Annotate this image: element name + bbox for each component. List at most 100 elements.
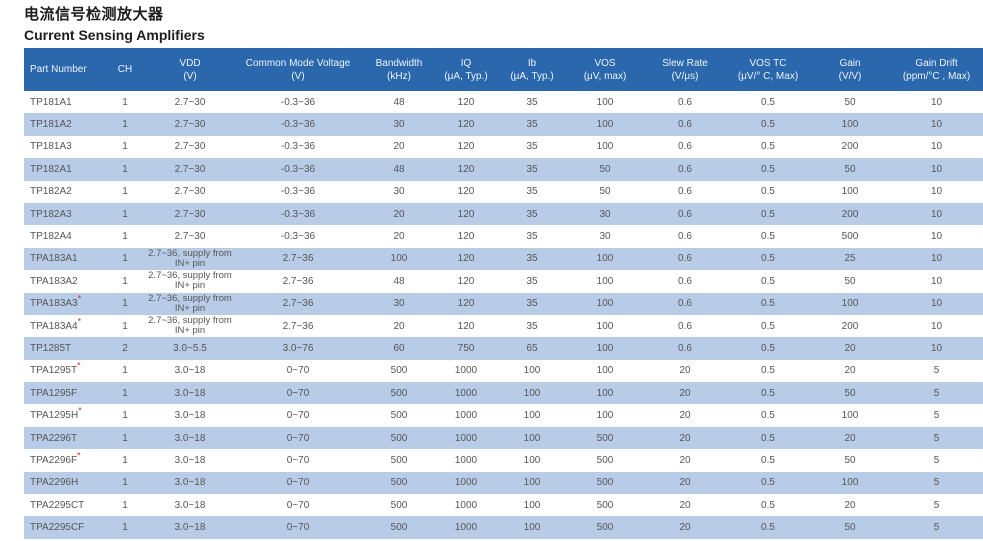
value-cell: 0.5 bbox=[761, 208, 775, 220]
part-number-cell: TPA2296H bbox=[24, 472, 102, 494]
value-cell: 1 bbox=[122, 96, 128, 108]
value-cell: 3.0~18 bbox=[174, 522, 206, 534]
value-cell: 0.6 bbox=[678, 119, 692, 131]
part-number-cell: TPA2296T bbox=[24, 427, 102, 449]
value-cell: -0.3~36 bbox=[280, 186, 316, 198]
value-cell: 100 bbox=[523, 454, 541, 466]
value-cell: 1000 bbox=[454, 410, 478, 422]
column-label: VDD bbox=[179, 57, 201, 69]
part-number-text: TP181A2 bbox=[30, 119, 72, 131]
value-cell: 100 bbox=[596, 365, 614, 377]
value-cell: 3.0~18 bbox=[174, 365, 206, 377]
part-number-cell: TPA183A3* bbox=[24, 293, 102, 315]
value-cell: 100 bbox=[596, 342, 614, 354]
value-cell: 5 bbox=[933, 410, 940, 422]
value-cell: 30 bbox=[393, 186, 405, 198]
table-row: TP1285T 2 3.0~5.5 3.0~76 60 750 65 100 0.6 0.5 20 1… bbox=[24, 337, 983, 360]
value-cell: 500 bbox=[596, 454, 614, 466]
value-cell: 20 bbox=[844, 365, 856, 377]
value-cell: 50 bbox=[599, 163, 611, 175]
value-cell: 1000 bbox=[454, 387, 478, 399]
column-label: Gain bbox=[839, 57, 861, 69]
value-cell: 500 bbox=[841, 231, 859, 243]
part-number-text: TPA183A2 bbox=[30, 275, 78, 287]
column-header: VDD (V) bbox=[148, 48, 232, 91]
value-cell: 65 bbox=[526, 342, 538, 354]
value-cell: 1 bbox=[122, 119, 128, 131]
value-cell: 10 bbox=[930, 163, 943, 175]
value-cell: 0.5 bbox=[761, 163, 775, 175]
value-cell: 100 bbox=[841, 477, 859, 489]
value-cell: 3.0~18 bbox=[174, 432, 206, 444]
value-cell: 0.5 bbox=[761, 231, 775, 243]
part-number-text: TP182A2 bbox=[30, 186, 72, 198]
value-cell: 200 bbox=[841, 208, 859, 220]
value-cell: 0.6 bbox=[678, 96, 692, 108]
value-cell: 2.7~30 bbox=[174, 208, 206, 220]
value-cell: 10 bbox=[930, 141, 943, 153]
value-cell: 50 bbox=[599, 186, 611, 198]
part-number-text: TP182A3 bbox=[30, 208, 72, 220]
value-cell: 2.7~36 bbox=[282, 275, 314, 287]
value-cell: 20 bbox=[393, 208, 405, 220]
value-cell: 0~70 bbox=[286, 454, 310, 466]
value-cell: 3.0~18 bbox=[174, 477, 206, 489]
part-number-cell: TP182A4 bbox=[24, 225, 102, 247]
value-cell: 3.0~18 bbox=[174, 387, 206, 399]
value-cell: 20 bbox=[844, 432, 856, 444]
value-cell: 1000 bbox=[454, 477, 478, 489]
value-cell: 2.7~36 bbox=[282, 253, 314, 265]
table-header: Part Number CH VDD (V) Common Mode Voltage (V… bbox=[24, 48, 983, 91]
value-cell: 100 bbox=[841, 186, 859, 198]
value-cell: 100 bbox=[523, 410, 541, 422]
value-cell: 35 bbox=[526, 186, 538, 198]
value-cell: 35 bbox=[526, 208, 538, 220]
value-cell: 5 bbox=[933, 522, 940, 534]
table-row: TPA2296H 1 3.0~18 0~70 500 1000 100 500 20 0.5 100… bbox=[24, 471, 983, 495]
value-cell: 20 bbox=[679, 522, 691, 534]
value-cell: 2.7~36 bbox=[282, 320, 314, 332]
value-cell: 500 bbox=[390, 365, 408, 377]
value-cell: 120 bbox=[457, 275, 475, 287]
column-header: Common Mode Voltage (V) bbox=[232, 48, 364, 91]
amplifier-selection-table: Part Number CH VDD (V) Common Mode Voltage (V… bbox=[24, 48, 983, 539]
part-number-text: TP181A1 bbox=[30, 96, 72, 108]
value-cell: 0.6 bbox=[678, 298, 692, 310]
value-cell: 100 bbox=[841, 298, 859, 310]
value-cell: 48 bbox=[393, 96, 405, 108]
part-number-cell: TPA183A1 bbox=[24, 248, 102, 270]
value-cell: 2.7~30 bbox=[174, 231, 206, 243]
part-number-text: TP181A3 bbox=[30, 141, 72, 153]
value-cell: 500 bbox=[390, 410, 408, 422]
value-cell: 120 bbox=[457, 141, 475, 153]
value-cell: 48 bbox=[393, 163, 405, 175]
value-cell: 120 bbox=[457, 186, 475, 198]
table-row: TP181A2 1 2.7~30 -0.3~36 30 120 35 100 0.6 0.5 100… bbox=[24, 113, 983, 136]
value-cell: 100 bbox=[523, 499, 541, 511]
value-cell: 1 bbox=[122, 231, 128, 243]
value-cell: 10 bbox=[930, 96, 943, 108]
column-label: Slew Rate bbox=[662, 57, 708, 69]
part-number-text: TPA183A3 bbox=[30, 298, 78, 310]
part-number-text: TPA1295H bbox=[30, 410, 79, 422]
column-header: Part Number bbox=[24, 48, 102, 91]
value-cell: 1000 bbox=[454, 499, 478, 511]
footnote-asterisk: * bbox=[77, 293, 82, 304]
value-cell: 750 bbox=[457, 342, 475, 354]
value-cell: -0.3~36 bbox=[280, 96, 316, 108]
column-unit: (V) bbox=[291, 70, 305, 82]
table-row: TPA2296T 1 3.0~18 0~70 500 1000 100 500 20 0.5 20 5 bbox=[24, 426, 983, 450]
table-row: TPA2295CF 1 3.0~18 0~70 500 1000 100 500 20 0.5 50… bbox=[24, 516, 983, 539]
value-cell: 35 bbox=[526, 253, 538, 265]
value-cell: 5 bbox=[933, 477, 940, 489]
part-number-cell: TPA2296F* bbox=[24, 449, 102, 471]
column-unit: (μV/° C, Max) bbox=[737, 70, 799, 82]
value-cell: 50 bbox=[844, 96, 856, 108]
part-number-text: TPA2296T bbox=[30, 432, 78, 444]
value-cell: 50 bbox=[844, 163, 856, 175]
value-cell: 0.5 bbox=[761, 342, 775, 354]
value-cell: 35 bbox=[526, 163, 538, 175]
value-cell: 2.7~36, supply from IN+ pin bbox=[148, 292, 232, 314]
value-cell: 10 bbox=[930, 275, 943, 287]
value-cell: 1 bbox=[122, 410, 128, 422]
